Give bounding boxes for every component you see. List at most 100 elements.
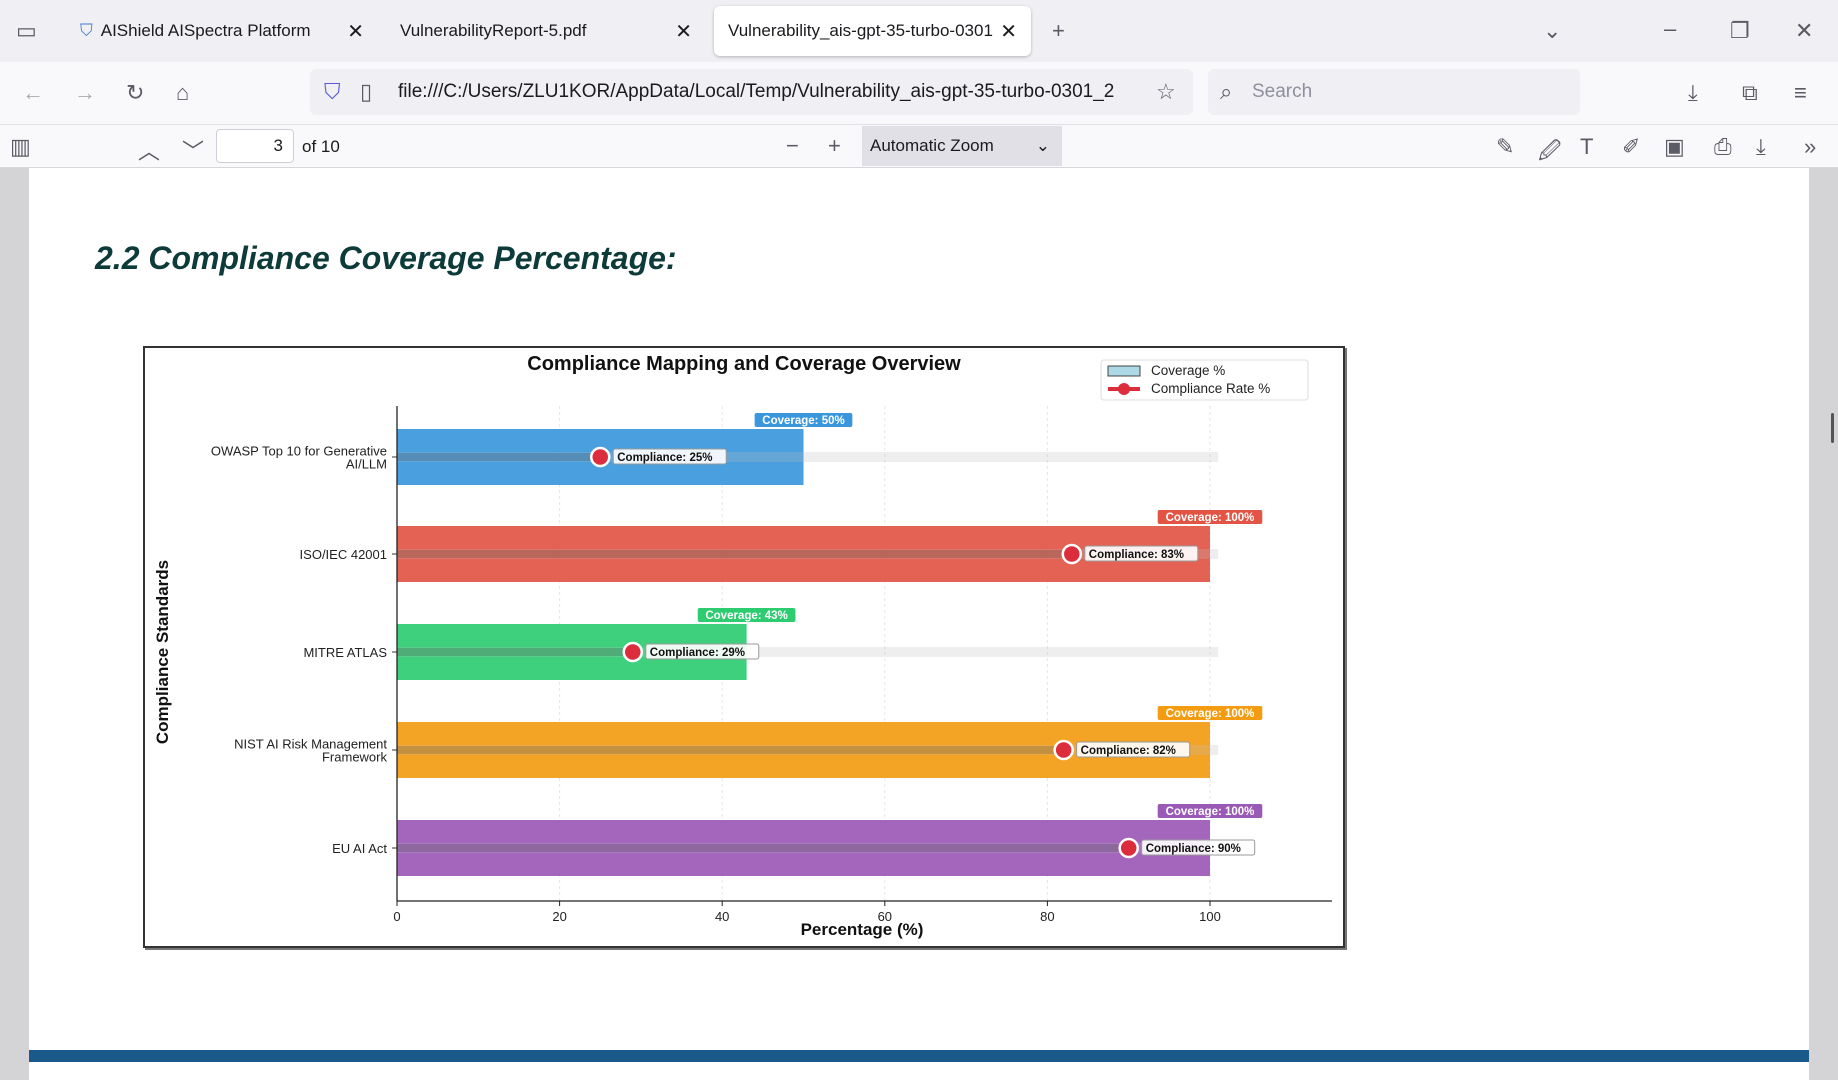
track-line: [397, 549, 1219, 559]
tab-vulnerability-pdf-active[interactable]: Vulnerability_ais-gpt-35-turbo-0301 ✕: [714, 6, 1031, 56]
x-tick-label: 20: [552, 909, 566, 924]
sidebar-toggle-icon[interactable]: ▥: [10, 134, 31, 159]
y-tick-label: EU AI Act: [332, 841, 387, 856]
compliance-line: [397, 550, 1072, 558]
legend-compliance-marker: [1118, 383, 1130, 395]
coverage-bar: [397, 722, 1210, 778]
tab-label: VulnerabilityReport-5.pdf: [400, 21, 587, 40]
coverage-label-box: [1157, 706, 1263, 720]
compliance-line: [397, 844, 1129, 852]
compliance-label-box: [1076, 741, 1191, 758]
y-tick-label: OWASP Top 10 for Generative: [211, 444, 387, 459]
y-tick-label: NIST AI Risk Management: [234, 737, 387, 752]
new-tab-icon[interactable]: +: [1052, 18, 1065, 43]
navigation-bar: ← → ↻ ⌂ ⛉ ▯ file:///C:/Users/ZLU1KOR/App…: [0, 62, 1838, 124]
compliance-marker: [1118, 837, 1139, 859]
tab-aishield[interactable]: ⛉ AIShield AISpectra Platform ✕: [66, 6, 378, 56]
image-icon[interactable]: ▣: [1664, 134, 1685, 159]
compliance-label-box: [1084, 545, 1199, 562]
previous-page-icon[interactable]: ︿: [138, 139, 161, 164]
compliance-line: [397, 746, 1064, 754]
zoom-value: Automatic Zoom: [870, 136, 994, 155]
compliance-label-box: [612, 448, 727, 465]
legend-box: [1100, 359, 1309, 401]
y-axis-label: Compliance Standards: [153, 560, 172, 744]
coverage-label-box: [1157, 510, 1263, 524]
pdf-viewer: 2.2 Compliance Coverage Percentage: OWAS…: [0, 168, 1838, 1080]
more-tools-icon[interactable]: »: [1804, 134, 1817, 159]
close-window-icon[interactable]: ✕: [1795, 18, 1814, 43]
reload-icon[interactable]: ↻: [126, 80, 145, 105]
highlight-icon[interactable]: ✎: [1496, 134, 1515, 159]
search-input[interactable]: ⌕ Search: [1208, 69, 1580, 115]
track-line: [397, 647, 1219, 657]
search-placeholder: Search: [1252, 81, 1313, 102]
x-tick-label: 40: [715, 909, 729, 924]
track-line: [397, 843, 1219, 853]
page-icon: ▯: [360, 79, 373, 104]
compliance-marker: [1061, 543, 1083, 565]
compliance-marker: [1053, 739, 1074, 761]
tab-bar: ▭ ⛉ AIShield AISpectra Platform ✕ Vulner…: [0, 0, 1838, 62]
zoom-select[interactable]: Automatic Zoom ⌄: [862, 126, 1062, 166]
zoom-in-icon[interactable]: +: [828, 133, 841, 158]
compliance-label-box: [1141, 839, 1256, 856]
extensions-icon[interactable]: ⧉: [1742, 80, 1758, 105]
draw-icon[interactable]: ✐: [1622, 134, 1641, 159]
close-tab-icon[interactable]: ✕: [347, 20, 364, 43]
back-icon[interactable]: ←: [22, 80, 44, 105]
pdf-toolbar: ▥ ︿ ﹀ 3 of 10 − + Automatic Zoom ⌄ ✎ 🖉 T …: [0, 124, 1838, 168]
chart-title: Compliance Mapping and Coverage Overview: [527, 353, 961, 375]
compliance-label: Compliance: 82%: [1081, 745, 1176, 757]
coverage-label-box: [754, 413, 853, 427]
close-tab-icon[interactable]: ✕: [675, 20, 692, 43]
print-icon[interactable]: ⎙: [1714, 134, 1732, 159]
compliance-marker: [622, 641, 644, 663]
y-tick-label: ISO/IEC 42001: [300, 547, 387, 562]
compliance-label: Compliance: 90%: [1146, 843, 1241, 855]
downloads-icon[interactable]: ⤓: [1688, 80, 1698, 105]
y-tick-label: Framework: [322, 750, 388, 765]
coverage-label: Coverage: 100%: [1166, 512, 1255, 524]
tab-list-icon[interactable]: ▭: [16, 18, 37, 43]
zoom-out-icon[interactable]: −: [786, 133, 799, 158]
compliance-marker: [590, 446, 611, 468]
chevron-down-icon: ⌄: [1035, 136, 1050, 155]
home-icon[interactable]: ⌂: [176, 80, 190, 105]
search-icon: ⌕: [1220, 79, 1233, 104]
url-text[interactable]: file:///C:/Users/ZLU1KOR/AppData/Local/T…: [398, 81, 1115, 102]
x-tick-label: 80: [1040, 909, 1054, 924]
footer-stripe: [29, 1050, 1809, 1062]
coverage-label: Coverage: 100%: [1166, 806, 1255, 818]
shield-icon[interactable]: ⛉: [324, 79, 341, 104]
y-tick-label: AI/LLM: [346, 457, 387, 472]
scrollbar[interactable]: [1831, 413, 1834, 443]
tab-label: Vulnerability_ais-gpt-35-turbo-0301: [728, 21, 993, 40]
tab-vulnerability-report[interactable]: VulnerabilityReport-5.pdf ✕: [386, 6, 706, 56]
compliance-label: Compliance: 83%: [1089, 549, 1184, 561]
address-bar[interactable]: ⛉ ▯ file:///C:/Users/ZLU1KOR/AppData/Loc…: [310, 69, 1193, 115]
page-count: of 10: [302, 137, 340, 156]
coverage-bar: [397, 820, 1210, 876]
close-tab-icon[interactable]: ✕: [1000, 20, 1017, 43]
legend-coverage-swatch: [1107, 365, 1141, 377]
bookmark-star-icon[interactable]: ☆: [1156, 79, 1176, 104]
minimize-icon[interactable]: –: [1664, 16, 1677, 41]
save-icon[interactable]: ⤓: [1756, 134, 1766, 159]
tab-label: AIShield AISpectra Platform: [100, 21, 311, 40]
compliance-chart: OWASP Top 10 for Generative AI/LLM Coverag…: [143, 346, 1345, 948]
x-axis-label: Percentage (%): [801, 920, 924, 939]
highlighter-icon[interactable]: 🖉: [1538, 138, 1562, 163]
section-heading: 2.2 Compliance Coverage Percentage:: [95, 240, 677, 276]
page-number-input[interactable]: 3: [216, 129, 294, 163]
restore-icon[interactable]: ❐: [1730, 18, 1750, 43]
forward-icon[interactable]: →: [74, 80, 96, 105]
compliance-line: [397, 648, 633, 656]
coverage-label: Coverage: 50%: [762, 415, 844, 427]
compliance-label: Compliance: 25%: [617, 452, 712, 464]
menu-icon[interactable]: ≡: [1794, 80, 1807, 105]
x-tick-label: 60: [878, 909, 892, 924]
next-page-icon[interactable]: ﹀: [182, 139, 205, 164]
list-all-tabs-icon[interactable]: ⌄: [1543, 18, 1562, 43]
text-icon[interactable]: T: [1580, 134, 1594, 159]
